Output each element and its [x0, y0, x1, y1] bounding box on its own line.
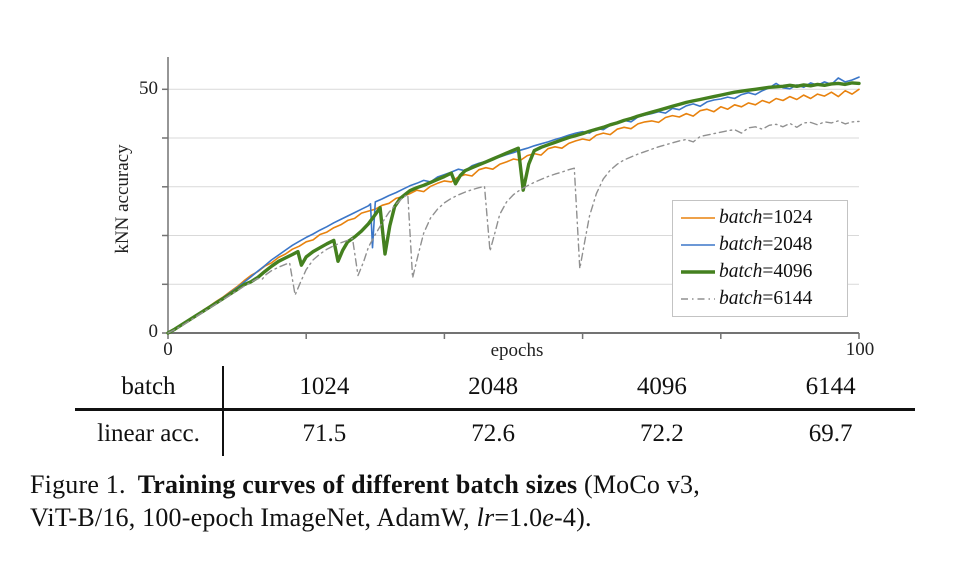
- legend-label-rest: =4096: [762, 261, 813, 283]
- legend-line-sample-batch-2048: [681, 244, 715, 246]
- table-header-batch: batch: [121, 373, 176, 400]
- table-row-linear-acc: linear acc. 71.5 72.6 72.2 69.7: [75, 411, 915, 456]
- caption-e-italic: e: [542, 503, 555, 532]
- caption-end: -4).: [554, 503, 592, 532]
- table-header-linear-acc: linear acc.: [97, 419, 200, 447]
- legend-label-italic: batch: [719, 288, 763, 310]
- legend-line-sample-batch-4096: [681, 270, 715, 274]
- legend-label-rest: =2048: [762, 233, 813, 255]
- caption-rest: (MoCo v3,: [577, 470, 700, 499]
- legend-line-sample-batch-6144: [681, 298, 715, 301]
- plot-svg: [162, 57, 861, 339]
- legend-row-batch-4096: batch=4096: [679, 259, 841, 285]
- table-cell-batch-6144: 6144: [805, 373, 856, 400]
- legend-label-batch-6144: batch=6144: [719, 288, 812, 310]
- table-cell-acc-2048: 72.6: [471, 419, 515, 447]
- legend-row-batch-6144: batch=6144: [679, 286, 841, 312]
- table-cell-acc-4096: 72.2: [640, 419, 684, 447]
- caption-lr-italic: lr: [476, 503, 495, 532]
- legend-label-italic: batch: [719, 261, 763, 283]
- y-tick-label-50: 50: [139, 78, 158, 99]
- table-cell-batch-2048: 2048: [468, 373, 519, 400]
- table-cell-batch-4096: 4096: [636, 373, 687, 400]
- legend-label-batch-1024: batch=1024: [719, 207, 812, 229]
- caption-settings: ViT-B/16, 100-epoch ImageNet, AdamW,: [30, 503, 477, 532]
- caption-title-bold: Training curves of different batch sizes: [137, 470, 578, 499]
- x-tick-label-0: 0: [163, 339, 173, 360]
- caption-figure-label: Figure 1.: [30, 470, 126, 499]
- results-table: batch 1024 2048 4096 6144 linear acc. 71…: [75, 366, 915, 456]
- caption-line-2: ViT-B/16, 100-epoch ImageNet, AdamW, lr=…: [30, 501, 965, 534]
- x-axis-label: epochs: [490, 340, 544, 361]
- legend-row-batch-2048: batch=2048: [679, 232, 841, 258]
- table-linear-acc-values: 71.5 72.6 72.2 69.7: [222, 411, 915, 456]
- caption-line-1: Figure 1. Training curves of different ba…: [30, 468, 965, 501]
- legend-label-italic: batch: [719, 233, 763, 255]
- y-tick-label-0: 0: [148, 321, 159, 342]
- legend: batch=1024 batch=2048 batch=4096 batch=6…: [672, 200, 848, 317]
- curve-batch-6144: [167, 120, 860, 334]
- legend-label-italic: batch: [719, 206, 763, 228]
- caption-lr-value: =1.0: [494, 503, 543, 532]
- legend-row-batch-1024: batch=1024: [679, 205, 841, 231]
- table-batch-values: 1024 2048 4096 6144: [222, 366, 915, 408]
- legend-line-sample-batch-1024: [681, 216, 715, 219]
- legend-label-rest: =1024: [762, 206, 813, 228]
- curve-batch-1024: [167, 88, 860, 334]
- table-cell-acc-6144: 69.7: [808, 419, 853, 447]
- x-tick-label-100: 100: [845, 339, 875, 360]
- training-curves-chart: kNN accuracy 50 0 0 100 epochs batch=102…: [112, 57, 875, 361]
- legend-label-batch-4096: batch=4096: [719, 261, 812, 283]
- legend-label-rest: =6144: [762, 288, 813, 310]
- legend-label-batch-2048: batch=2048: [719, 234, 812, 256]
- table-cell-batch-1024: 1024: [299, 373, 350, 400]
- figure-caption: Figure 1. Training curves of different ba…: [30, 468, 965, 534]
- table-cell-acc-1024: 71.5: [302, 419, 347, 447]
- table-row-batch: batch 1024 2048 4096 6144: [75, 366, 915, 411]
- curve-batch-4096: [166, 81, 861, 335]
- y-axis-label: kNN accuracy: [112, 144, 133, 254]
